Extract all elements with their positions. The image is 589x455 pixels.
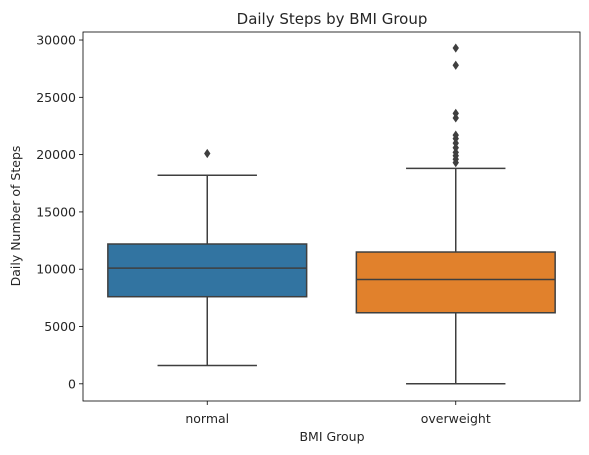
y-tick-label: 15000 xyxy=(36,204,76,219)
plot-frame xyxy=(82,31,581,402)
y-tick-label: 25000 xyxy=(36,90,76,105)
y-tick-label: 5000 xyxy=(44,319,76,334)
outlier-point xyxy=(452,60,459,70)
box-overweight xyxy=(355,43,556,385)
x-axis-ticks: normal overweight xyxy=(185,401,491,426)
outlier-point xyxy=(452,43,459,53)
outlier-point xyxy=(204,148,211,159)
box-normal xyxy=(107,148,308,367)
x-axis-label: BMI Group xyxy=(299,429,364,444)
outlier-point xyxy=(452,130,459,140)
y-tick-label: 0 xyxy=(68,376,76,391)
x-tick-label: overweight xyxy=(421,411,491,426)
iqr-box xyxy=(355,251,556,314)
outlier-point xyxy=(452,108,459,118)
y-tick-label: 10000 xyxy=(36,262,76,277)
chart-title: Daily Steps by BMI Group xyxy=(237,10,428,28)
y-axis-ticks: 0 5000 10000 15000 20000 25000 30000 xyxy=(36,33,83,391)
y-axis-label: Daily Number of Steps xyxy=(8,146,23,287)
plot-area xyxy=(107,43,556,385)
y-tick-label: 20000 xyxy=(36,147,76,162)
y-tick-label: 30000 xyxy=(36,33,76,48)
x-tick-label: normal xyxy=(185,411,229,426)
iqr-box xyxy=(107,243,308,298)
